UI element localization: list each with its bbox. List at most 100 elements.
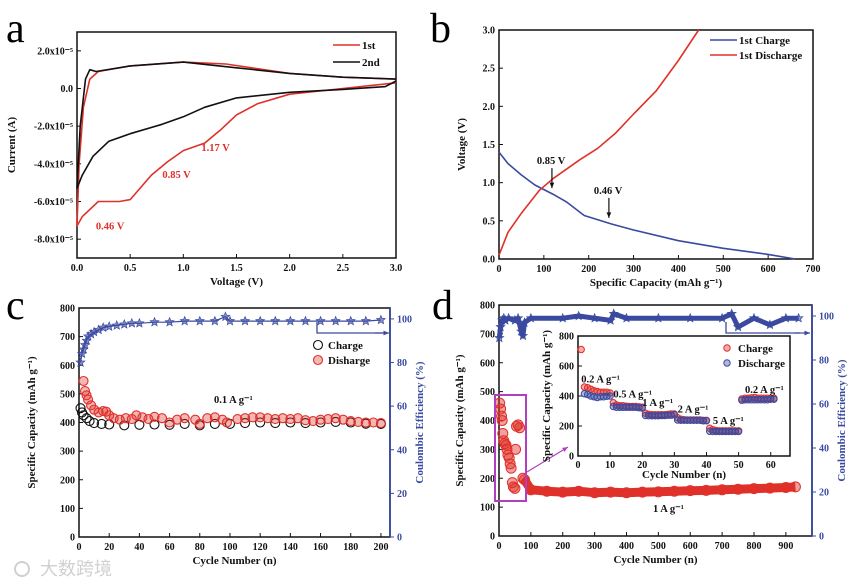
charge-marker	[89, 418, 100, 429]
y-tick-label: 1.0	[483, 178, 496, 189]
ce-star-marker	[315, 315, 326, 326]
capacity-marker	[514, 422, 526, 434]
capacity-marker	[496, 415, 508, 426]
rate-label: 0.1 A g⁻¹	[214, 395, 253, 406]
y-tick-label: 0	[490, 532, 495, 543]
ce-star-marker	[605, 314, 616, 325]
charge-marker	[300, 418, 311, 429]
rate-label: 0.2 A g⁻¹	[581, 375, 620, 386]
discharge-marker	[330, 413, 341, 424]
y-tick-label: 100	[480, 503, 495, 514]
ce-star-marker	[512, 312, 524, 323]
discharge-marker	[770, 395, 778, 403]
capacity-band	[519, 474, 796, 498]
y-tick-label: -4.0x10⁻⁵	[34, 159, 73, 170]
capacity-marker	[620, 487, 632, 499]
annotation-arrow-head	[606, 212, 612, 218]
panel-label-b: b	[430, 6, 451, 52]
ce-star-marker	[503, 312, 514, 323]
x-tick-label: 200	[555, 541, 570, 552]
charge-marker	[75, 403, 86, 414]
y-tick-label: 400	[559, 392, 574, 403]
ce-star-marker	[285, 315, 296, 326]
ce-star-marker	[220, 311, 231, 322]
right-axis-pointer	[725, 322, 800, 334]
rate-label: 1 A g⁻¹	[653, 504, 684, 515]
ce-star-marker	[375, 314, 387, 325]
x-tick-label: 0	[497, 541, 502, 552]
charge-marker	[270, 418, 281, 429]
discharge-marker	[300, 415, 311, 426]
y2-tick-label: 80	[819, 356, 829, 367]
y-axis-title: Specific Capacity (mAh g⁻¹)	[26, 356, 38, 489]
y2-tick-label: 40	[397, 445, 407, 456]
series-line-1st-Discharge	[498, 29, 700, 256]
x-axis-title: Cycle Number (n)	[192, 555, 276, 567]
rate-label: 5 A g⁻¹	[713, 416, 744, 427]
x-tick-label: 200	[373, 542, 388, 553]
y-tick-label: 500	[60, 389, 75, 400]
ce-star-marker	[716, 312, 728, 323]
ce-star-marker	[517, 330, 529, 341]
x-axis-title: Specific Capacity (mAh g⁻¹)	[590, 277, 723, 289]
y-tick-label: 2.0x10⁻⁵	[37, 46, 73, 57]
capacity-marker	[506, 477, 518, 489]
discharge-marker	[232, 414, 243, 425]
y2-axis-title: Coulombic Efficiency (%)	[414, 361, 426, 484]
x-tick-label: 0	[77, 542, 82, 553]
discharge-marker	[315, 414, 326, 425]
y-axis-title: Voltage (V)	[456, 118, 468, 171]
x-tick-label: 400	[671, 264, 686, 275]
ce-star-marker	[793, 312, 804, 323]
rate-label: 2 A g⁻¹	[678, 405, 709, 416]
discharge-marker	[360, 417, 371, 428]
y-axis-title: Specific Capacity (mAh g⁻¹)	[541, 330, 553, 463]
x-axis-title: Cycle Number (n)	[613, 554, 697, 566]
discharge-marker	[368, 417, 379, 428]
legend-label: Charge	[328, 340, 363, 352]
right-axis-arrow-head	[804, 330, 810, 336]
x-tick-label: 300	[626, 264, 641, 275]
ce-star-marker	[126, 317, 137, 328]
panel-d-right-axis: 0 20 40 60 80 100 Coulombic Efficiency (%)	[811, 305, 848, 543]
x-tick-label: 80	[195, 542, 205, 553]
discharge-marker	[131, 410, 142, 421]
ce-star-marker	[360, 315, 371, 326]
x-tick-label: 700	[715, 541, 730, 552]
y-tick-label: 800	[60, 304, 75, 315]
ce-star-marker	[495, 321, 506, 332]
ce-star-marker	[209, 315, 221, 326]
charge-marker	[577, 345, 585, 354]
y-tick-label: 0	[70, 533, 75, 544]
x-tick-label: 100	[222, 542, 237, 553]
x-axis-title: Voltage (V)	[210, 276, 263, 288]
x-tick-label: 40	[134, 542, 144, 553]
discharge-marker	[149, 411, 160, 422]
x-tick-label: 50	[734, 460, 744, 471]
discharge-marker	[277, 413, 288, 424]
panel-label-d: d	[432, 283, 453, 329]
x-tick-label: 700	[806, 264, 821, 275]
ce-star-marker	[111, 319, 122, 330]
capacity-marker	[732, 483, 744, 495]
y-axis-title: Specific Capacity (mAh g⁻¹)	[454, 354, 466, 487]
discharge-marker	[638, 404, 646, 412]
discharge-marker	[702, 417, 711, 425]
discharge-marker	[255, 412, 266, 423]
discharge-marker	[172, 414, 183, 425]
panel-d-axes: 0 100 200 300 400 500 600 700 800 900010020030040…	[454, 301, 813, 566]
panel-a-axes: 0.0 0.5 1.0 1.5 2.0 2.5 3.0 2.0x10⁻⁵ 0.0 -2.0x10⁻…	[6, 31, 402, 288]
discharge-marker	[338, 414, 349, 425]
x-tick-label: 40	[701, 460, 711, 471]
x-tick-label: 20	[104, 542, 114, 553]
charge-marker	[96, 418, 107, 429]
y-tick-label: 800	[480, 301, 495, 312]
ce-star-marker	[519, 317, 530, 327]
capacity-marker	[509, 482, 521, 494]
discharge-marker	[156, 413, 168, 424]
y2-tick-label: 60	[819, 400, 829, 411]
y-tick-label: 600	[480, 358, 495, 369]
discharge-marker	[143, 414, 154, 425]
